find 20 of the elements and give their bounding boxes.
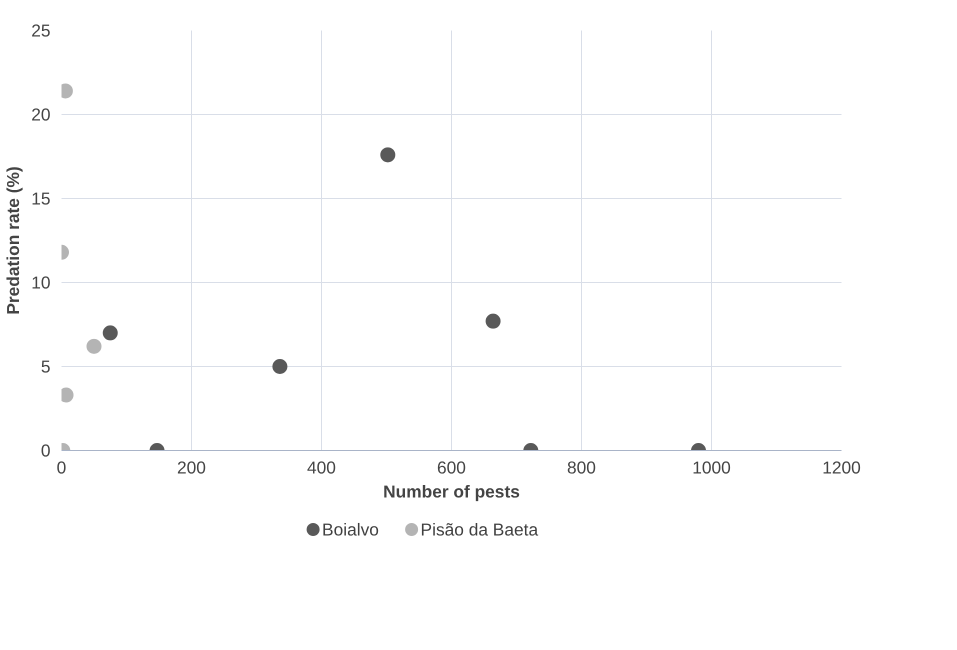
x-tick-label: 800: [567, 458, 596, 478]
x-tick-label: 1000: [692, 458, 731, 478]
y-axis-title: Predation rate (%): [3, 166, 24, 315]
x-tick-label: 600: [437, 458, 466, 478]
point: [380, 147, 396, 162]
y-tick-label: 25: [31, 20, 51, 40]
y-tick-label: 10: [31, 272, 51, 292]
y-tick-label: 20: [31, 104, 51, 124]
legend-label: Pisão da Baeta: [420, 520, 538, 540]
x-tick-label: 400: [307, 458, 336, 478]
point: [102, 325, 118, 340]
legend-label: Boialvo: [322, 520, 379, 540]
x-axis-title: Number of pests: [383, 482, 520, 502]
y-tick-label: 0: [40, 440, 51, 460]
point: [486, 314, 501, 329]
x-tick-label: 200: [177, 458, 206, 478]
x-tick-label: 0: [56, 458, 66, 478]
x-tick-label: 1200: [822, 458, 861, 478]
y-tick-label: 15: [31, 188, 51, 208]
y-tick-label: 5: [40, 356, 51, 376]
